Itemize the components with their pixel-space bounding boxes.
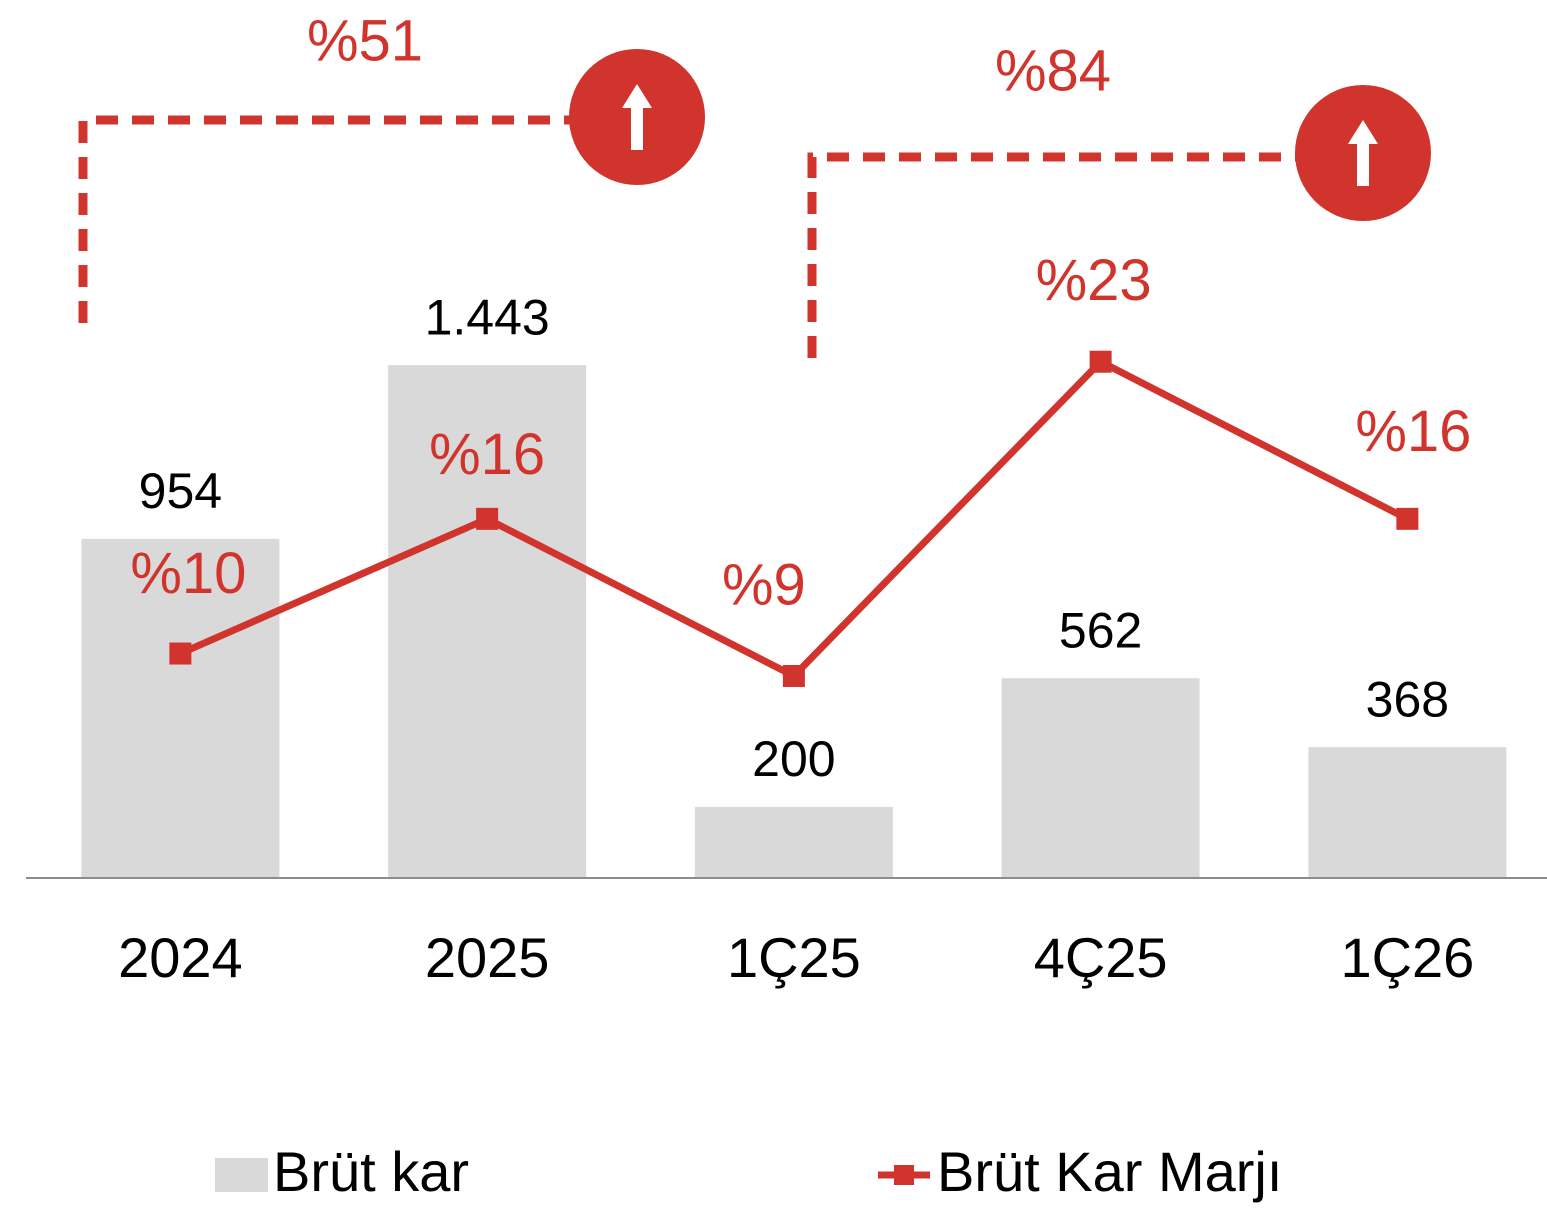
bar-value-label: 200	[752, 731, 835, 787]
x-tick-label: 1Ç26	[1340, 926, 1474, 989]
bar	[388, 365, 587, 878]
line-value-label: %16	[1355, 399, 1471, 464]
bar-value-label: 368	[1366, 671, 1449, 727]
margin-line	[178, 357, 1409, 681]
line-marker	[169, 642, 192, 665]
legend-label: Brüt kar	[273, 1140, 469, 1203]
line-value-label: %16	[429, 422, 545, 487]
legend: Brüt kar Brüt Kar Marjı	[215, 1140, 1282, 1203]
line-value-label: %23	[1036, 248, 1152, 313]
dashed-bracket	[807, 152, 1296, 358]
x-tick-label: 2025	[425, 926, 550, 989]
bar	[1001, 678, 1200, 878]
x-tick-label: 4Ç25	[1034, 926, 1168, 989]
growth-bracket: %51	[78, 8, 705, 323]
up-arrow	[622, 84, 652, 150]
line-marker	[782, 664, 805, 687]
line-value-label: %10	[130, 541, 246, 606]
annotation: %51	[307, 8, 423, 73]
up-arrow	[1348, 120, 1378, 186]
legend-marker	[894, 1165, 914, 1185]
line-marker	[1396, 507, 1419, 530]
bar-value-label: 562	[1059, 602, 1142, 658]
annotation: %84	[995, 38, 1111, 103]
line-marker	[476, 507, 499, 530]
x-tick-label: 1Ç25	[727, 926, 861, 989]
legend-label: Brüt Kar Marjı	[937, 1140, 1282, 1203]
legend-swatch	[215, 1158, 268, 1192]
bar	[81, 538, 280, 878]
growth-bracket: %84	[807, 38, 1431, 358]
bar-value-label: 1.443	[425, 289, 550, 345]
line-marker	[1089, 350, 1112, 373]
bar	[694, 806, 893, 878]
x-tick-label: 2024	[118, 926, 243, 989]
bar	[1308, 747, 1507, 878]
line-value-label: %9	[722, 552, 806, 617]
bar-value-label: 954	[139, 463, 222, 519]
